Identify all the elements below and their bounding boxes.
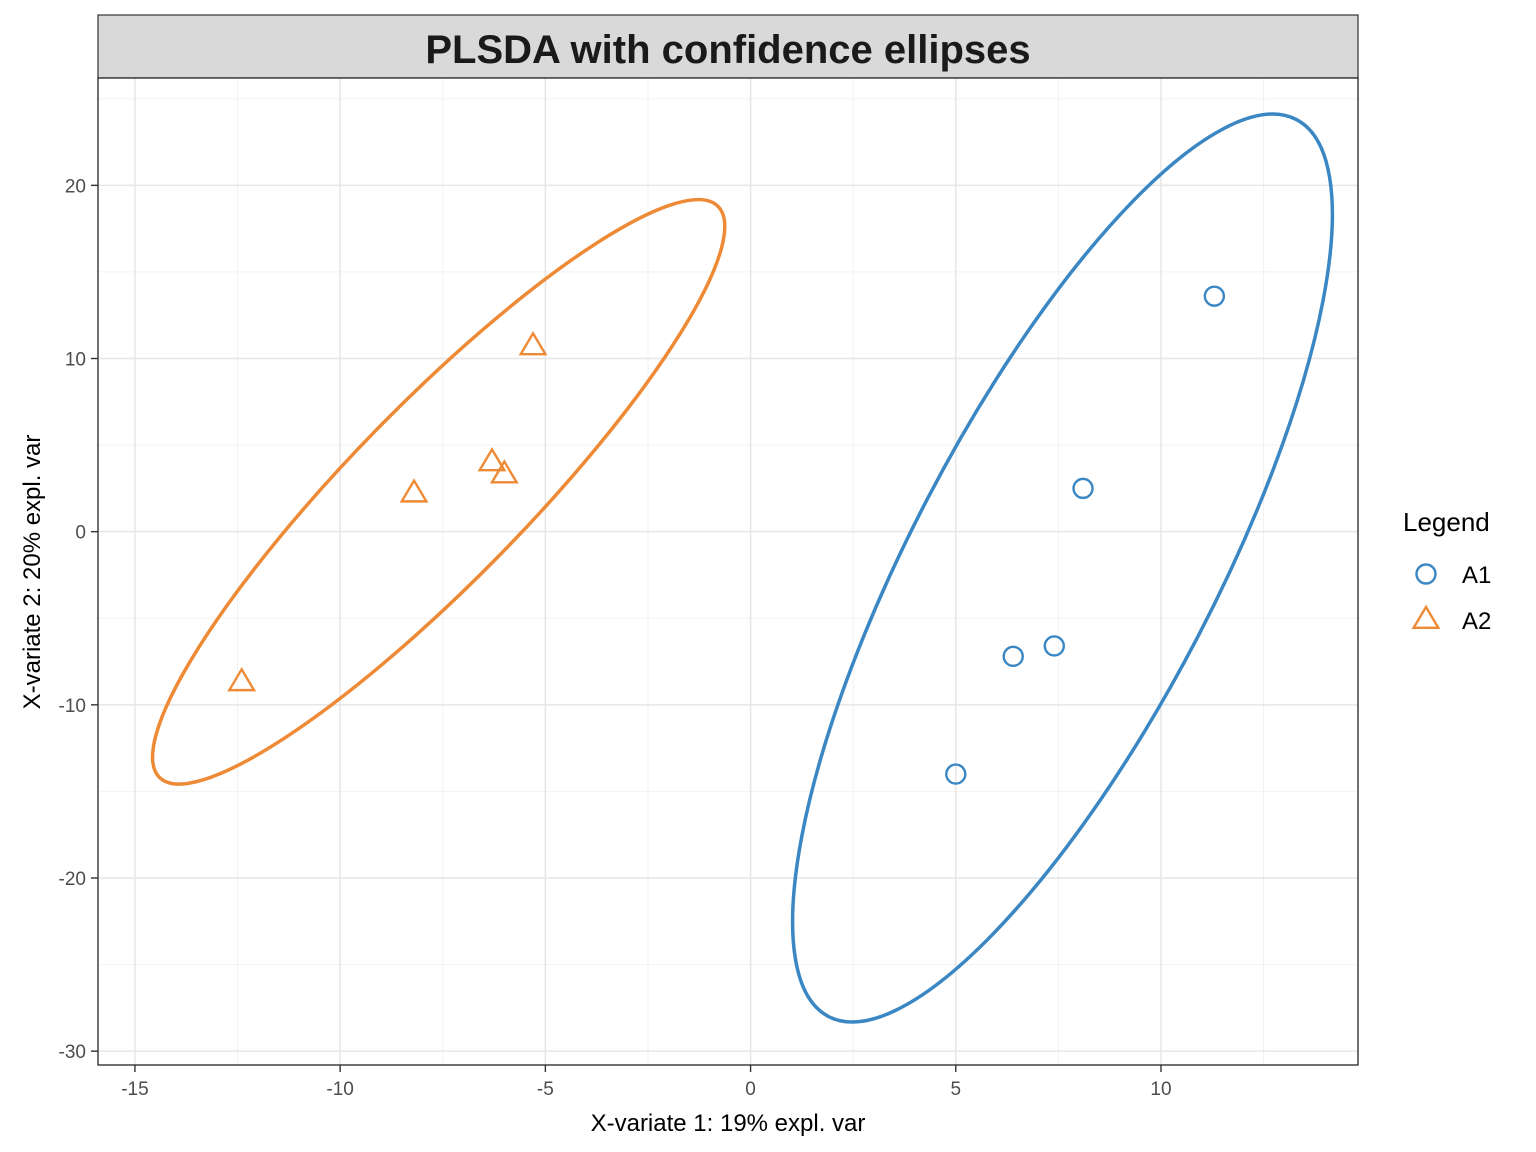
point-a2 <box>489 459 519 484</box>
plot-panel <box>98 78 1358 1065</box>
point-a2 <box>518 331 548 356</box>
y-axis-title: X-variate 2: 20% expl. var <box>19 435 46 710</box>
axis-ticks: -15 -10 -5 0 5 10 -30 -20 -10 0 10 20 <box>59 176 1172 1100</box>
point-a1 <box>1043 635 1065 657</box>
x-tick-label: 5 <box>950 1079 961 1100</box>
legend: Legend A1 A2 <box>1403 507 1491 635</box>
y-tick-label: -20 <box>59 869 86 890</box>
y-tick-label: 20 <box>65 176 86 197</box>
x-tick-label: -15 <box>121 1079 148 1100</box>
point-a1 <box>1072 477 1094 500</box>
chart-title: PLSDA with confidence ellipses <box>425 28 1030 72</box>
legend-title: Legend <box>1403 507 1490 537</box>
panel-border <box>97 77 1359 1066</box>
point-a1 <box>1002 645 1024 668</box>
x-axis-title: X-variate 1: 19% expl. var <box>591 1110 866 1137</box>
legend-label-a1: A1 <box>1462 562 1491 589</box>
confidence-ellipse-a2 <box>150 197 727 786</box>
confidence-ellipse-a1 <box>790 112 1335 1024</box>
y-tick-label: -30 <box>59 1042 86 1063</box>
y-tick-label: 10 <box>65 350 86 371</box>
point-a2 <box>227 666 257 692</box>
point-a2 <box>477 447 507 472</box>
confidence-ellipses <box>150 112 1335 1024</box>
x-tick-label: -5 <box>537 1079 554 1100</box>
legend-key-a1 <box>1415 563 1437 585</box>
legend-key-a2 <box>1411 604 1441 629</box>
x-tick-label: 0 <box>745 1079 756 1100</box>
x-tick-label: 10 <box>1150 1079 1171 1100</box>
point-a1 <box>945 763 967 785</box>
point-a1 <box>1203 285 1226 307</box>
y-tick-label: 0 <box>75 523 86 544</box>
data-points <box>227 285 1226 785</box>
x-tick-label: -10 <box>326 1079 353 1100</box>
title-strip <box>97 14 1359 79</box>
legend-label-a2: A2 <box>1462 608 1491 635</box>
point-a2 <box>399 478 429 503</box>
grid-lines <box>98 78 1358 1065</box>
y-tick-label: -10 <box>59 696 86 717</box>
